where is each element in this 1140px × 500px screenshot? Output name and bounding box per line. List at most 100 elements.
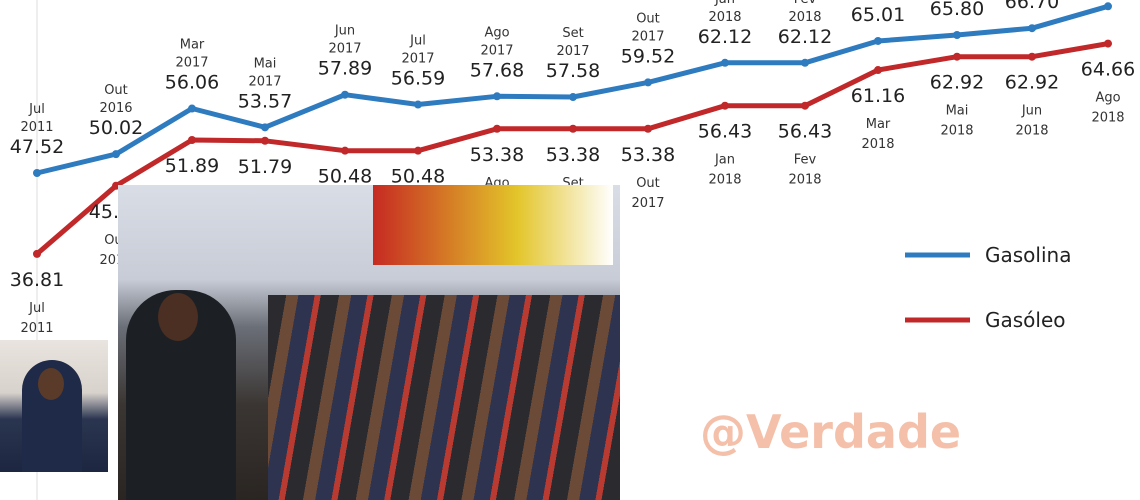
data-point [261, 123, 269, 132]
date-label-month: Jan [714, 153, 735, 168]
data-point [493, 124, 501, 133]
data-label: 51.89 [165, 155, 219, 177]
date-label-month: Jul [28, 102, 45, 117]
data-label: 53.57 [238, 90, 292, 112]
date-label-year: 2018 [861, 0, 894, 3]
data-point [261, 136, 269, 145]
data-point [1028, 24, 1036, 33]
date-label-year: 2017 [248, 74, 281, 89]
data-point [1104, 2, 1112, 11]
date-label-month: Jul [28, 301, 45, 316]
data-label: 57.58 [546, 60, 600, 82]
data-label: 62.12 [698, 26, 752, 48]
data-label: 66.70 [1005, 0, 1059, 13]
date-label-month: Jun [1021, 104, 1042, 119]
portrait-photo [0, 340, 108, 472]
data-point [1104, 39, 1112, 48]
data-label: 61.16 [851, 85, 905, 107]
data-point [953, 52, 961, 61]
date-label-month: Out [636, 11, 660, 26]
watermark-logo: @Verdade [700, 405, 962, 459]
date-label-month: Set [562, 26, 583, 41]
data-point [33, 169, 41, 177]
data-point [874, 36, 882, 45]
data-label: 56.43 [778, 121, 832, 143]
date-label-year: 2017 [328, 42, 361, 57]
date-label-month: Ago [484, 25, 509, 40]
date-label-month: Fev [794, 153, 817, 168]
date-label-year: 2018 [1015, 124, 1048, 139]
date-label-year: 2018 [708, 173, 741, 188]
data-point [953, 30, 961, 39]
date-label-month: Mai [946, 104, 969, 119]
date-label-year: 2018 [708, 10, 741, 25]
data-label: 47.52 [10, 136, 64, 158]
data-label: 51.79 [238, 156, 292, 178]
data-point [341, 146, 349, 155]
date-label-year: 2016 [99, 101, 132, 116]
date-label-year: 2018 [788, 173, 821, 188]
date-label-month: Jun [334, 24, 355, 39]
date-label-month: Fev [794, 0, 817, 7]
date-label-month: Out [636, 176, 660, 191]
data-point [33, 249, 41, 258]
date-label-year: 2017 [480, 43, 513, 58]
data-label: 65.80 [930, 0, 984, 20]
data-label: 36.81 [10, 269, 64, 291]
date-label-month: Mar [866, 117, 891, 132]
data-point [644, 124, 652, 133]
data-point [801, 101, 809, 110]
data-label: 53.38 [470, 144, 524, 166]
data-label: 62.92 [1005, 72, 1059, 94]
data-label: 64.66 [1081, 59, 1135, 81]
data-label: 56.59 [391, 68, 445, 90]
data-point [414, 146, 422, 155]
date-label-month: Out [104, 83, 128, 98]
date-label-month: Mar [180, 38, 205, 53]
data-label: 50.48 [318, 166, 372, 188]
data-label: 57.68 [470, 59, 524, 81]
data-label: 56.43 [698, 121, 752, 143]
date-label-month: Mai [254, 56, 277, 71]
date-label-year: 2017 [631, 29, 664, 44]
date-label-year: 2017 [401, 52, 434, 67]
data-point [341, 90, 349, 99]
date-label-year: 2017 [631, 196, 664, 211]
crowd-photo [118, 185, 620, 500]
data-point [493, 92, 501, 101]
data-point [112, 150, 120, 159]
data-point [569, 93, 577, 102]
data-label: 50.48 [391, 166, 445, 188]
data-point [188, 136, 196, 145]
date-label-year: 2017 [175, 56, 208, 71]
date-label-year: 2018 [940, 124, 973, 139]
date-label-year: 2018 [1091, 111, 1124, 126]
data-label: 62.12 [778, 26, 832, 48]
data-label: 57.89 [318, 58, 372, 80]
legend-label: Gasóleo [985, 308, 1066, 332]
data-label: 65.01 [851, 4, 905, 26]
data-point [1028, 52, 1036, 61]
date-label-month: Jul [409, 34, 426, 49]
data-point [721, 58, 729, 67]
date-label-year: 2018 [861, 137, 894, 152]
data-point [569, 124, 577, 133]
data-point [188, 104, 196, 113]
data-point [801, 58, 809, 67]
data-point [644, 78, 652, 87]
date-label-year: 2017 [556, 44, 589, 59]
date-label-year: 2011 [20, 321, 53, 336]
data-label: 59.52 [621, 45, 675, 67]
legend-label: Gasolina [985, 243, 1071, 267]
data-label: 62.92 [930, 72, 984, 94]
date-label-year: 2018 [788, 10, 821, 25]
data-label: 50.02 [89, 117, 143, 139]
data-point [414, 100, 422, 109]
data-label: 56.06 [165, 72, 219, 94]
date-label-month: Ago [1095, 91, 1120, 106]
data-point [721, 101, 729, 110]
date-label-year: 2011 [20, 120, 53, 135]
data-label: 53.38 [621, 144, 675, 166]
date-label-month: Jan [714, 0, 735, 7]
data-point [874, 66, 882, 75]
